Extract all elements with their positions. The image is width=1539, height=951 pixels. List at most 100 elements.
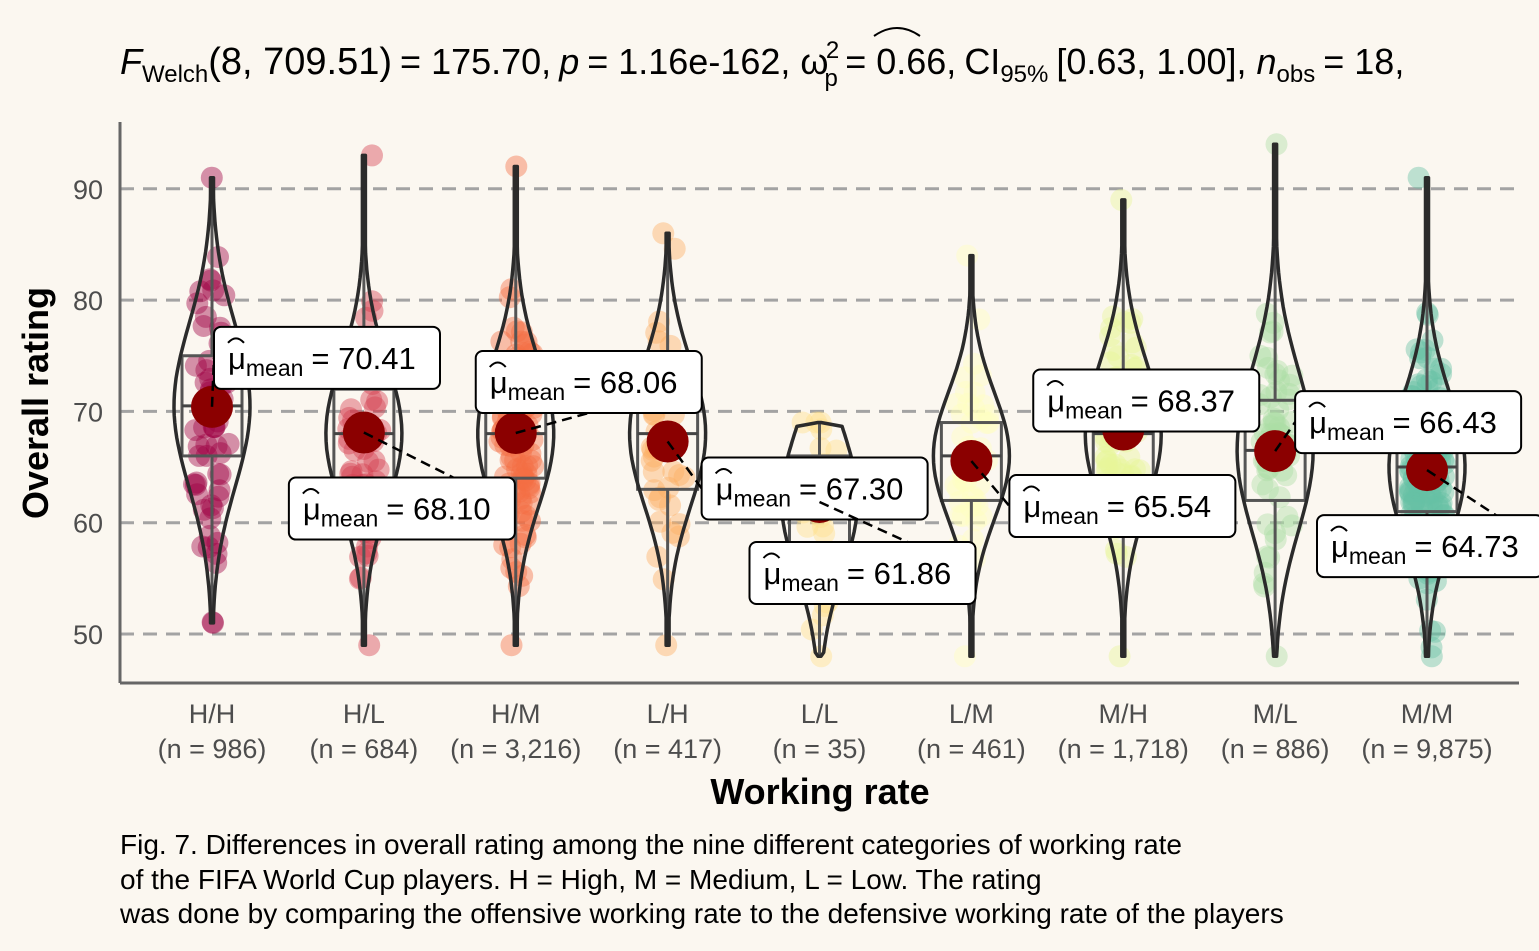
chart-subtitle: FWelch(8, 709.51) = 175.70, p = 1.16e-162, ω… <box>120 37 1404 92</box>
x-tick-n-label: (n = 684) <box>309 734 418 764</box>
data-point <box>208 479 231 502</box>
mean-label-text: μmean = 66.43 <box>1309 405 1497 445</box>
x-tick-n-label: (n = 9,875) <box>1361 734 1492 764</box>
violin-L/M <box>931 253 1012 659</box>
data-point <box>511 455 534 478</box>
data-point <box>1096 457 1119 480</box>
data-point <box>1400 491 1423 513</box>
caption-line-3: was done by comparing the offensive work… <box>120 898 1284 929</box>
mean-label-box <box>287 476 516 541</box>
data-point <box>949 504 972 527</box>
data-point <box>1409 490 1432 513</box>
data-point <box>1096 449 1119 472</box>
data-point <box>1257 356 1279 379</box>
data-point <box>1278 373 1301 396</box>
data-point <box>1261 320 1284 343</box>
y-axis-title: Overall rating <box>15 287 56 519</box>
data-point <box>970 407 992 430</box>
data-point <box>367 458 390 481</box>
x-tick-label: L/L <box>801 699 839 729</box>
data-point <box>1262 411 1285 434</box>
data-point <box>1402 492 1425 515</box>
data-point <box>970 505 993 527</box>
data-point <box>192 315 215 337</box>
data-point <box>1262 407 1285 430</box>
data-point <box>945 392 968 415</box>
mean-hat <box>1046 380 1064 387</box>
data-point <box>951 505 974 528</box>
data-point <box>217 432 240 455</box>
data-point <box>360 388 383 411</box>
data-point <box>1095 450 1118 473</box>
data-point <box>500 634 523 657</box>
data-point <box>1256 346 1279 369</box>
x-axis-title: Working rate <box>710 771 929 812</box>
violin-M/H <box>1083 198 1163 659</box>
mean-leader-line <box>666 440 703 490</box>
data-point <box>516 455 539 477</box>
data-point <box>944 473 967 496</box>
data-point <box>649 486 672 509</box>
data-point <box>366 390 389 413</box>
data-point <box>198 524 221 547</box>
data-point <box>1251 473 1274 496</box>
y-tick-label: 60 <box>73 509 103 539</box>
data-point <box>963 397 985 420</box>
mean-label-box <box>1008 474 1237 539</box>
mean-label-box <box>700 456 929 521</box>
data-point <box>518 477 541 500</box>
mean-hat <box>1022 485 1041 492</box>
data-point <box>205 435 228 457</box>
data-point <box>514 469 537 492</box>
data-point <box>1421 488 1444 510</box>
data-point <box>184 354 207 377</box>
data-point <box>187 435 210 458</box>
data-point <box>1417 490 1440 513</box>
violin-M/L <box>1235 142 1315 659</box>
caption-line-1: Fig. 7. Differences in overall rating am… <box>120 829 1182 860</box>
data-point <box>517 474 540 497</box>
x-tick-n-label: (n = 461) <box>917 734 1026 764</box>
data-point <box>195 433 218 456</box>
data-point <box>502 316 525 339</box>
data-point <box>1266 359 1289 382</box>
x-tick-label: H/L <box>343 699 385 729</box>
mean-leader-line <box>818 500 977 575</box>
mean-label-text: μmean = 68.06 <box>490 365 678 405</box>
mean-label-text: μmean = 61.86 <box>764 556 952 596</box>
data-point <box>1276 505 1299 528</box>
data-point <box>1402 484 1425 507</box>
data-point <box>1399 482 1422 505</box>
data-point <box>1267 398 1290 421</box>
data-point <box>519 481 542 504</box>
data-point <box>209 463 232 486</box>
data-point <box>668 464 691 486</box>
x-tick-n-label: (n = 3,216) <box>450 734 581 764</box>
mean-leader-line <box>1274 421 1297 452</box>
data-point <box>963 352 985 375</box>
mean-label-text: μmean = 67.30 <box>716 471 904 511</box>
data-point <box>515 504 537 527</box>
mean-hat <box>762 552 781 559</box>
data-point <box>198 268 221 291</box>
data-point <box>947 477 969 500</box>
mean-hat <box>227 337 245 344</box>
y-tick-label: 90 <box>73 175 103 205</box>
data-point <box>1118 446 1141 469</box>
data-point <box>972 394 995 417</box>
data-point <box>1099 453 1122 476</box>
violin-M/M <box>1387 175 1467 659</box>
data-point <box>642 460 665 483</box>
data-point <box>657 476 680 499</box>
mean-label-text: μmean = 68.37 <box>1047 384 1235 424</box>
mean-hat <box>714 467 733 475</box>
figure-caption: Fig. 7. Differences in overall rating am… <box>120 828 1520 932</box>
data-point <box>966 494 989 517</box>
data-point <box>199 507 222 530</box>
data-point <box>499 449 522 472</box>
y-tick-label: 50 <box>73 620 103 650</box>
mean-label-box <box>474 349 703 414</box>
violin-H/L <box>324 153 404 647</box>
x-tick-n-label: (n = 1,718) <box>1058 734 1189 764</box>
data-point <box>195 359 218 382</box>
